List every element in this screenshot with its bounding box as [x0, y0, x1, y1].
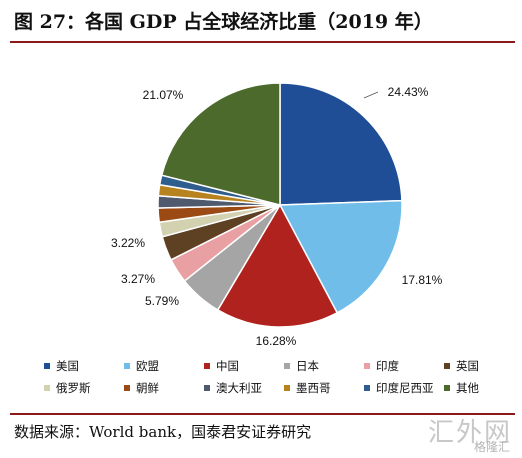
data-label-1: 17.81% — [402, 273, 443, 287]
legend-label-10: 印度尼西亚 — [376, 381, 434, 395]
pie-slice-0 — [279, 82, 403, 206]
legend-swatch-0 — [44, 363, 50, 369]
data-label-5: 3.22% — [111, 236, 145, 250]
leader-line-0 — [363, 91, 379, 99]
legend-swatch-1 — [124, 363, 130, 369]
legend-swatch-2 — [204, 363, 210, 369]
legend-swatch-6 — [44, 385, 50, 391]
pie-chart: 24.43% 17.81% 16.28% 5.79% 3.27% 3.22% 21.07% 美… — [44, 82, 479, 395]
legend-label-0: 美国 — [56, 359, 79, 373]
legend-swatch-3 — [284, 363, 290, 369]
legend-swatch-11 — [444, 385, 450, 391]
data-label-2: 16.28% — [256, 334, 297, 348]
legend-label-1: 欧盟 — [136, 359, 159, 373]
legend-label-3: 日本 — [296, 359, 319, 373]
legend-swatch-9 — [284, 385, 290, 391]
legend-label-4: 印度 — [376, 359, 399, 373]
source-note: 数据来源：World bank，国泰君安证券研究 — [14, 423, 312, 441]
data-label-4: 3.27% — [121, 272, 155, 286]
watermark-logo: 汇外网 — [427, 418, 512, 448]
pie-slice-11 — [160, 82, 281, 206]
data-label-0: 24.43% — [388, 85, 429, 99]
bottom-rule — [10, 413, 515, 415]
legend-label-11: 其他 — [456, 381, 479, 395]
watermark-sub: 格隆汇 — [473, 440, 510, 454]
legend-swatch-5 — [444, 363, 450, 369]
legend-label-5: 英国 — [456, 359, 479, 373]
top-rule — [10, 41, 515, 43]
legend-label-2: 中国 — [216, 359, 239, 373]
pie-slice-2 — [216, 203, 339, 328]
pie-slice-1 — [278, 199, 403, 314]
legend-label-9: 墨西哥 — [296, 381, 331, 395]
data-label-3: 5.79% — [145, 294, 179, 308]
legend-swatch-10 — [364, 385, 370, 391]
legend-swatch-8 — [204, 385, 210, 391]
legend-label-7: 朝鲜 — [136, 381, 159, 395]
legend-swatch-4 — [364, 363, 370, 369]
chart-title: 图 27：各国 GDP 占全球经济比重（2019 年） — [14, 11, 433, 33]
legend-label-6: 俄罗斯 — [56, 381, 91, 395]
legend-swatch-7 — [124, 385, 130, 391]
data-label-11: 21.07% — [143, 88, 184, 102]
legend-label-8: 澳大利亚 — [216, 381, 262, 395]
